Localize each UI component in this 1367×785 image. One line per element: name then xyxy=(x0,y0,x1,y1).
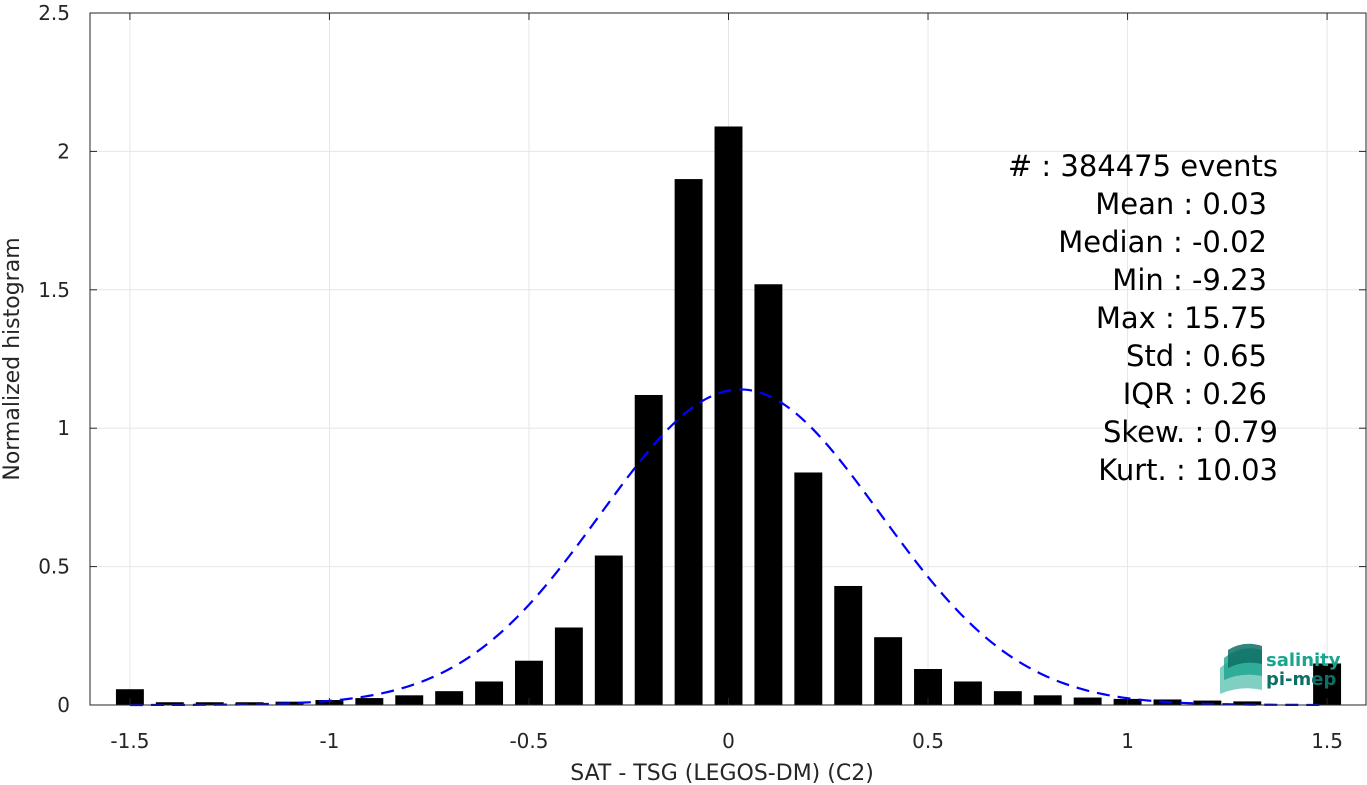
histogram-bar xyxy=(554,627,583,705)
histogram-bar xyxy=(355,698,384,705)
histogram-bar xyxy=(594,555,623,705)
stat-line: Max : 15.75 xyxy=(1096,301,1267,335)
stat-line: IQR : 0.26 xyxy=(1123,377,1267,411)
y-tick-label: 2 xyxy=(57,139,70,163)
histogram-bar xyxy=(953,681,982,705)
x-tick-label: 0 xyxy=(722,729,735,753)
y-axis-label: Normalized histogram xyxy=(0,237,25,480)
histogram-bar xyxy=(674,179,703,705)
x-axis-label: SAT - TSG (LEGOS-DM) (C2) xyxy=(570,761,874,785)
y-tick-label: 0 xyxy=(57,693,70,717)
stat-line: Skew. : 0.79 xyxy=(1103,415,1278,449)
x-tick-label: -1.5 xyxy=(110,729,149,753)
bars xyxy=(115,126,1342,706)
histogram-bar xyxy=(1033,695,1062,705)
histogram-bar xyxy=(874,637,903,705)
histogram-bar xyxy=(115,689,144,705)
y-tick-label: 0.5 xyxy=(38,555,70,579)
histogram-bar xyxy=(714,126,743,706)
histogram-bar xyxy=(1233,701,1262,705)
histogram-bar xyxy=(515,660,543,705)
x-axis-ticks: -1.5 -1 -0.5 0 0.5 1 1.5 xyxy=(110,13,1343,753)
x-tick-label: -1 xyxy=(319,729,339,753)
x-tick-label: -0.5 xyxy=(509,729,548,753)
x-tick-label: 1 xyxy=(1121,729,1134,753)
logo-mark-icon xyxy=(1220,643,1262,694)
histogram-bar xyxy=(395,695,424,705)
stat-line: Min : -9.23 xyxy=(1112,263,1267,297)
histogram-bar xyxy=(475,681,504,705)
x-tick-label: 1.5 xyxy=(1311,729,1343,753)
y-tick-label: 1.5 xyxy=(38,278,70,302)
y-axis-ticks: 0 0.5 1 1.5 2 2.5 xyxy=(38,1,1366,717)
stat-line: Median : -0.02 xyxy=(1058,225,1267,259)
stat-line: Mean : 0.03 xyxy=(1095,187,1267,221)
stat-line: # : 384475 events xyxy=(1008,149,1278,183)
histogram-bar xyxy=(235,702,264,705)
histogram-bar xyxy=(794,472,823,705)
histogram-bar xyxy=(155,702,184,705)
logo-text-line1: salinity xyxy=(1266,650,1341,671)
histogram-bar xyxy=(754,284,783,705)
histogram-bar xyxy=(435,691,464,705)
histogram-bar xyxy=(195,702,224,705)
histogram-bar xyxy=(634,394,663,705)
histogram-bar xyxy=(993,691,1022,705)
y-tick-label: 1 xyxy=(57,416,70,440)
y-tick-label: 2.5 xyxy=(38,1,70,25)
stat-line: Std : 0.65 xyxy=(1126,339,1267,373)
stat-line: Kurt. : 10.03 xyxy=(1098,453,1278,487)
histogram-bar xyxy=(834,585,863,705)
histogram-bar xyxy=(1073,697,1102,705)
salinity-pi-mep-logo: salinity pi-mep xyxy=(1220,643,1341,694)
statistics-annotation: # : 384475 events Mean : 0.03 Median : -0.… xyxy=(1008,149,1278,487)
x-tick-label: 0.5 xyxy=(912,729,944,753)
logo-text-line2: pi-mep xyxy=(1266,669,1336,690)
